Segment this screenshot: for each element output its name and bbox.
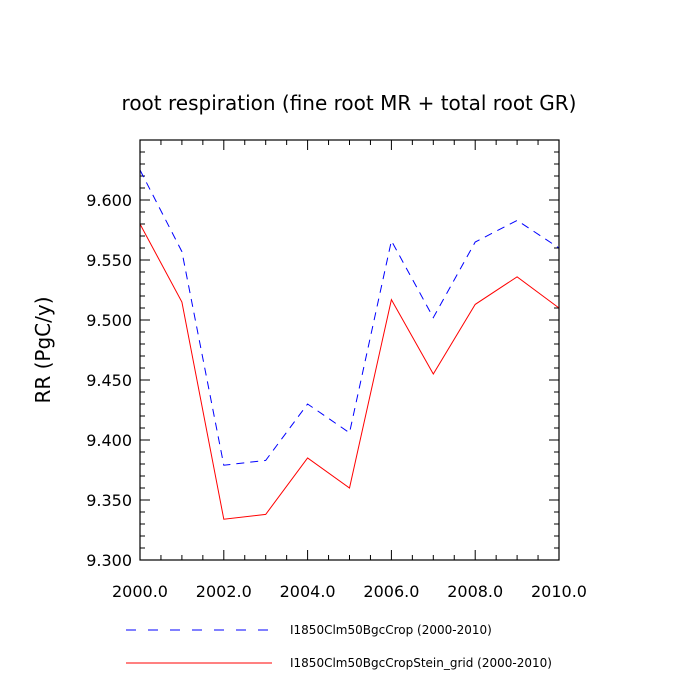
x-tick-label: 2002.0 (196, 582, 252, 601)
y-tick-label: 9.300 (86, 551, 132, 570)
y-tick-label: 9.600 (86, 191, 132, 210)
y-tick-label: 9.500 (86, 311, 132, 330)
x-tick-label: 2010.0 (531, 582, 587, 601)
x-tick-label: 2000.0 (112, 582, 168, 601)
y-tick-label: 9.450 (86, 371, 132, 390)
legend-label-2: I1850Clm50BgcCropStein_grid (2000-2010) (290, 656, 552, 670)
x-tick-label: 2006.0 (363, 582, 419, 601)
legend-label-1: I1850Clm50BgcCrop (2000-2010) (290, 623, 492, 637)
series-line-2 (139, 223, 560, 520)
plot-frame (139, 139, 560, 561)
y-tick-label: 9.550 (86, 251, 132, 270)
series-line-1 (139, 169, 560, 466)
y-axis-label: RR (PgC/y) (31, 296, 55, 403)
chart-title: root respiration (fine root MR + total r… (122, 91, 577, 115)
x-tick-label: 2004.0 (280, 582, 336, 601)
y-tick-label: 9.350 (86, 491, 132, 510)
x-tick-label: 2008.0 (447, 582, 503, 601)
y-tick-label: 9.400 (86, 431, 132, 450)
